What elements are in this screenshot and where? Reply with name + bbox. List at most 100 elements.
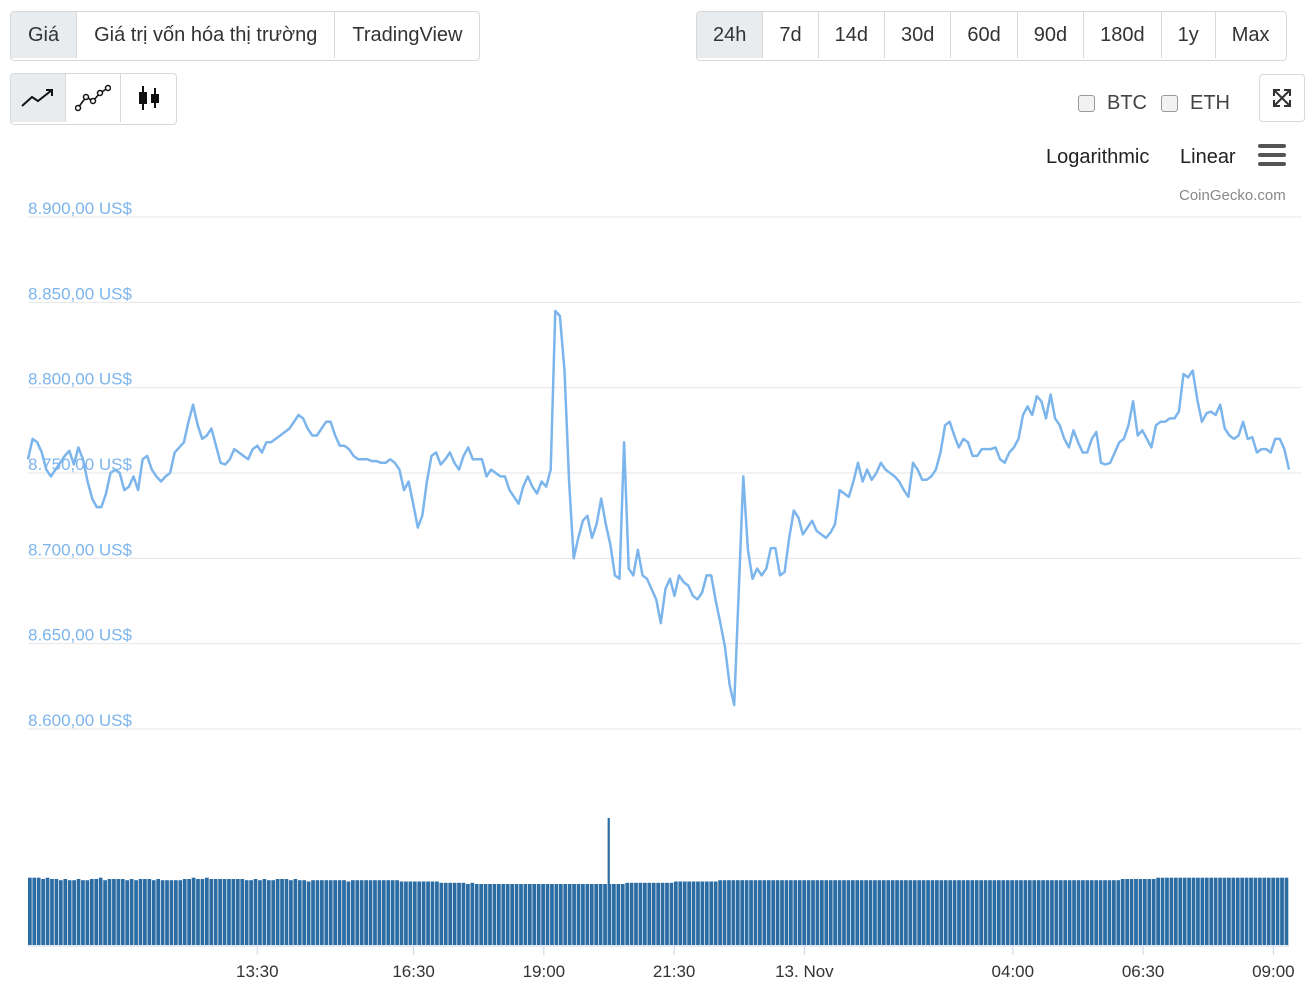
volume-bar [669, 882, 674, 945]
compare-eth[interactable]: ETH [1161, 92, 1230, 115]
volume-bar [466, 884, 470, 945]
volume-bar [895, 880, 899, 945]
volume-bar [1196, 877, 1200, 945]
volume-bar [638, 882, 643, 945]
volume-bar [780, 880, 784, 945]
compare-btc[interactable]: BTC [1078, 92, 1147, 115]
volume-bar [731, 880, 736, 945]
volume-bar [359, 880, 364, 945]
volume-bar [355, 880, 360, 945]
range-90d[interactable]: 90d [1018, 12, 1085, 58]
volume-bar [828, 880, 833, 945]
volume-bar [501, 884, 506, 945]
btc-checkbox[interactable] [1078, 95, 1095, 112]
volume-bar [1089, 880, 1094, 945]
x-tick-label: 06:30 [1122, 962, 1165, 981]
volume-bar [970, 880, 975, 945]
volume-bar [771, 880, 776, 945]
volume-bar [616, 884, 621, 945]
volume-bar [1187, 877, 1191, 945]
volume-bar [1072, 880, 1076, 945]
volume-bar [1173, 877, 1178, 945]
volume-bar [435, 881, 439, 945]
volume-spike-bar [607, 818, 610, 945]
volume-bar [98, 877, 103, 945]
volume-bar [492, 884, 497, 945]
volume-bar [81, 880, 85, 945]
volume-bar [1005, 880, 1010, 945]
volume-bar [775, 880, 780, 945]
volume-bar [452, 882, 457, 945]
volume-bar [935, 880, 939, 945]
volume-bar [165, 880, 169, 945]
range-7d[interactable]: 7d [763, 12, 819, 58]
volume-bar [227, 879, 231, 945]
volume-bar [72, 880, 76, 945]
range-180d[interactable]: 180d [1084, 12, 1162, 58]
volume-bar [116, 879, 121, 945]
eth-checkbox[interactable] [1161, 95, 1178, 112]
tab-gi-[interactable]: Giá [11, 12, 78, 58]
volume-bar [297, 880, 302, 945]
volume-bar [948, 880, 953, 945]
volume-bar [483, 884, 488, 945]
range-30d[interactable]: 30d [885, 12, 952, 58]
range-60d[interactable]: 60d [951, 12, 1018, 58]
range-24h[interactable]: 24h [697, 12, 764, 58]
tab-gi-tr-v-n-h-a-th-tr-ng[interactable]: Giá trị vốn hóa thị trường [77, 12, 336, 58]
volume-bar [275, 879, 280, 945]
volume-bar [439, 882, 444, 945]
volume-bar [421, 881, 426, 945]
volume-bar [873, 880, 877, 945]
volume-bar [926, 880, 930, 945]
y-tick-label: 8.900,00 US$ [28, 199, 133, 218]
hamburger-menu-icon[interactable] [1258, 144, 1286, 168]
volume-bar [333, 880, 338, 945]
volume-bar [789, 880, 793, 945]
volume-bar [744, 880, 749, 945]
range-max[interactable]: Max [1231, 23, 1270, 46]
volume-bar [864, 880, 868, 945]
volume-bar [1169, 877, 1174, 945]
range-1y[interactable]: 1y [1162, 12, 1216, 58]
volume-bar [200, 879, 205, 945]
volume-bar [802, 880, 807, 945]
volume-bar [589, 884, 594, 945]
logarithmic-option[interactable]: Logarithmic [1046, 146, 1150, 168]
line-chart-icon[interactable] [11, 74, 66, 122]
credit-link[interactable]: CoinGecko.com [1179, 187, 1286, 204]
volume-bar [443, 882, 448, 945]
range-14d[interactable]: 14d [819, 12, 885, 58]
volume-bar [966, 880, 970, 945]
volume-bar [430, 881, 435, 945]
volume-bar [762, 880, 767, 945]
volume-bar [120, 879, 125, 945]
volume-bar [1271, 877, 1276, 945]
volume-bar [41, 879, 45, 945]
volume-bar [89, 879, 94, 945]
volume-bar [1191, 877, 1196, 945]
volume-bar [1147, 879, 1152, 945]
volume-bar [293, 879, 298, 945]
volume-bar [1218, 877, 1222, 945]
volume-bar [709, 881, 714, 945]
volume-bar [112, 879, 116, 945]
volume-bar [103, 880, 107, 945]
fullscreen-button[interactable] [1259, 74, 1305, 122]
line-markers-chart-icon[interactable] [66, 74, 121, 122]
candlestick-chart-icon[interactable] [121, 74, 176, 122]
x-tick-label: 19:00 [523, 962, 566, 981]
volume-bar [240, 879, 245, 945]
volume-bar [912, 880, 917, 945]
volume-bar [235, 879, 240, 945]
tab-tradingview[interactable]: TradingView [352, 23, 463, 46]
volume-bar [735, 880, 740, 945]
volume-bar [346, 881, 351, 945]
volume-bar [399, 881, 404, 945]
volume-bar [1116, 880, 1121, 945]
volume-bar [1027, 880, 1032, 945]
volume-bar [837, 880, 842, 945]
volume-bar [758, 880, 762, 945]
linear-option[interactable]: Linear [1180, 146, 1236, 168]
volume-bar [373, 880, 377, 945]
